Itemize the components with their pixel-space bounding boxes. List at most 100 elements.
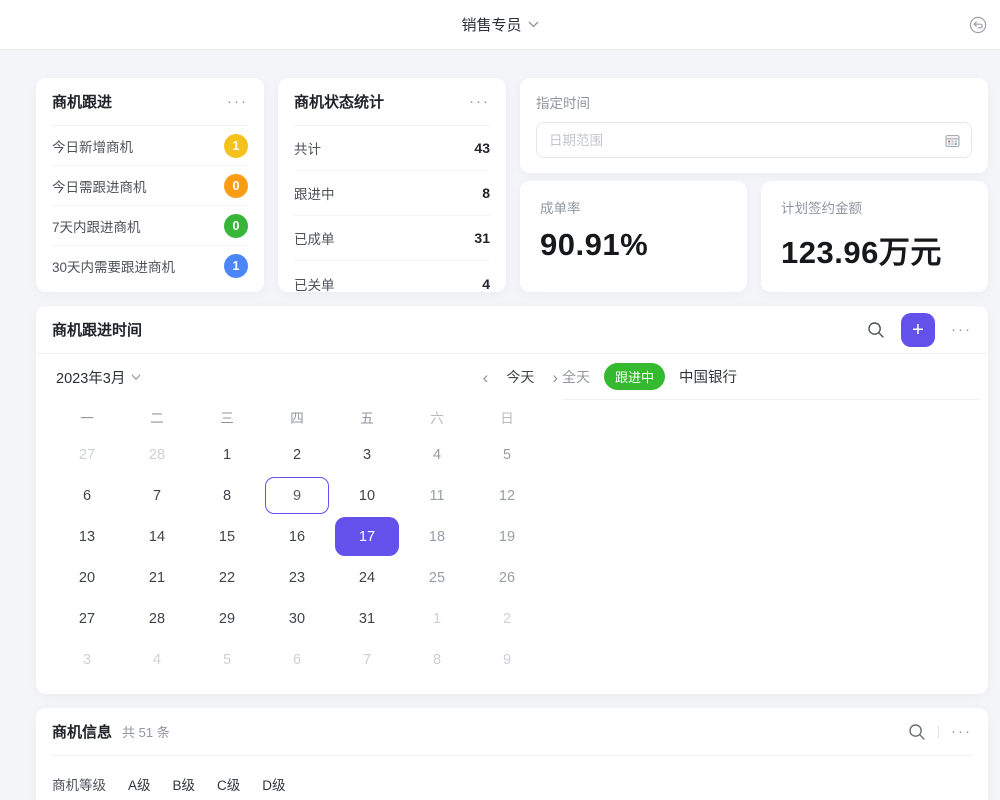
page-title: 销售专员 [461, 17, 522, 34]
calendar-day[interactable]: 22 [218, 569, 236, 586]
calendar-day[interactable]: 12 [498, 487, 516, 504]
close-rate-label: 成单率 [540, 201, 581, 216]
search-icon[interactable] [867, 321, 885, 339]
calendar-day[interactable]: 7 [152, 487, 162, 504]
all-day-label[interactable]: 全天 [562, 368, 590, 385]
count-badge: 0 [224, 213, 248, 238]
card-title: 商机跟进时间 [52, 322, 143, 339]
calendar-day[interactable]: 8 [222, 487, 232, 504]
calendar-day[interactable]: 23 [288, 569, 306, 586]
more-icon[interactable]: ··· [951, 321, 972, 338]
event-panel: 全天 跟进中 中国银行 [558, 354, 988, 680]
row-label: 跟进中 [294, 187, 335, 202]
row-label: 已关单 [294, 277, 335, 293]
calendar-day[interactable]: 6 [82, 487, 92, 504]
calendar-day[interactable]: 24 [358, 569, 376, 586]
calendar-day[interactable]: 3 [82, 651, 92, 668]
calendar-icon[interactable] [944, 132, 961, 149]
weekday-label: 一 [80, 411, 94, 426]
calendar-day[interactable]: 4 [432, 446, 442, 463]
month-label: 2023年3月 [56, 370, 126, 387]
calendar-day[interactable]: 28 [148, 610, 166, 627]
calendar-day[interactable]: 27 [78, 610, 96, 627]
row-value: 31 [474, 230, 490, 246]
status-row[interactable]: 已关单 4 [294, 261, 490, 293]
calendar-day[interactable]: 4 [152, 651, 162, 668]
row-value: 4 [482, 275, 490, 292]
calendar-day[interactable]: 7 [362, 651, 372, 668]
weekday-label: 二 [150, 411, 164, 426]
status-row[interactable]: 跟进中 8 [294, 171, 490, 216]
calendar-day[interactable]: 16 [288, 528, 306, 545]
event-name[interactable]: 中国银行 [679, 370, 738, 386]
calendar-day[interactable]: 31 [358, 610, 376, 627]
more-icon[interactable]: ··· [469, 93, 490, 110]
calendar-day[interactable]: 9 [502, 651, 512, 668]
grade-option[interactable]: B级 [172, 778, 196, 793]
close-rate-value: 90.91% [540, 227, 649, 262]
more-icon[interactable]: ··· [951, 723, 972, 740]
grade-option[interactable]: C级 [217, 778, 241, 793]
grade-option[interactable]: D级 [262, 778, 286, 793]
add-button[interactable]: + [901, 312, 935, 347]
count-badge: 1 [224, 254, 248, 278]
calendar-day[interactable]: 8 [432, 651, 442, 668]
status-row[interactable]: 已成单 31 [294, 216, 490, 261]
calendar-day[interactable]: 3 [362, 446, 372, 463]
grade-option[interactable]: A级 [128, 778, 151, 793]
date-range-input[interactable] [536, 122, 972, 158]
planned-amount-card: 计划签约金额 123.96万元 [761, 181, 988, 292]
calendar-day[interactable]: 1 [222, 446, 232, 463]
search-icon[interactable] [908, 723, 926, 741]
follow-up-row[interactable]: 今日新增商机 1 [52, 126, 248, 166]
calendar-day[interactable]: 30 [288, 610, 306, 627]
calendar-day[interactable]: 1 [432, 610, 442, 627]
calendar-day[interactable]: 6 [292, 651, 302, 668]
follow-up-row[interactable]: 30天内需要跟进商机 1 [52, 246, 248, 286]
calendar-day[interactable]: 5 [222, 651, 232, 668]
role-switcher[interactable]: 销售专员 [461, 14, 538, 35]
next-month-button[interactable]: › [552, 367, 558, 387]
record-count: 共 51 条 [122, 725, 170, 740]
calendar: 2023年3月 ‹ 今天 › 一二三四五六日 27 28 1 2 3 4 5 6 7 8 9 10 11… [36, 354, 558, 680]
calendar-day[interactable]: 29 [218, 610, 236, 627]
status-pill[interactable]: 跟进中 [604, 363, 666, 390]
dashboard-content: 商机跟进 ··· 今日新增商机 1 今日需跟进商机 0 7天内跟进商机 0 30天内需要跟进… [0, 50, 1000, 800]
calendar-day[interactable]: 14 [148, 528, 166, 545]
calendar-day[interactable]: 10 [358, 487, 376, 504]
calendar-day[interactable]: 11 [429, 487, 445, 504]
topbar: 销售专员 [0, 0, 1000, 50]
return-icon[interactable] [968, 15, 988, 35]
calendar-day[interactable]: 15 [218, 528, 236, 545]
prev-month-button[interactable]: ‹ [482, 367, 489, 387]
calendar-day[interactable]: 26 [498, 569, 516, 586]
calendar-day[interactable]: 21 [148, 569, 166, 586]
calendar-day[interactable]: 27 [78, 446, 96, 463]
today-button[interactable]: 今天 [506, 369, 535, 385]
calendar-day[interactable]: 13 [78, 528, 96, 545]
row-label: 共计 [294, 142, 321, 157]
calendar-day[interactable]: 25 [428, 569, 446, 586]
calendar-day[interactable]: 2 [292, 446, 302, 463]
date-range-field[interactable] [549, 132, 944, 148]
row-value: 8 [482, 185, 490, 201]
more-icon[interactable]: ··· [227, 93, 248, 110]
month-picker[interactable]: 2023年3月 [56, 367, 141, 388]
divider [938, 724, 939, 739]
calendar-day[interactable]: 17 [332, 516, 402, 557]
chevron-down-icon [528, 21, 539, 28]
calendar-day[interactable]: 9 [262, 475, 332, 516]
row-value: 43 [474, 140, 490, 156]
weekday-label: 三 [220, 411, 234, 426]
calendar-day[interactable]: 18 [428, 528, 446, 545]
calendar-day[interactable]: 5 [502, 446, 512, 463]
time-filter-label: 指定时间 [536, 96, 590, 111]
calendar-day[interactable]: 19 [498, 528, 516, 545]
status-row[interactable]: 共计 43 [294, 126, 490, 171]
follow-up-row[interactable]: 7天内跟进商机 0 [52, 206, 248, 246]
follow-up-row[interactable]: 今日需跟进商机 0 [52, 166, 248, 206]
calendar-day[interactable]: 2 [502, 610, 512, 627]
calendar-day[interactable]: 28 [148, 446, 166, 463]
calendar-day[interactable]: 20 [78, 569, 96, 586]
card-title: 商机跟进 [52, 94, 113, 111]
